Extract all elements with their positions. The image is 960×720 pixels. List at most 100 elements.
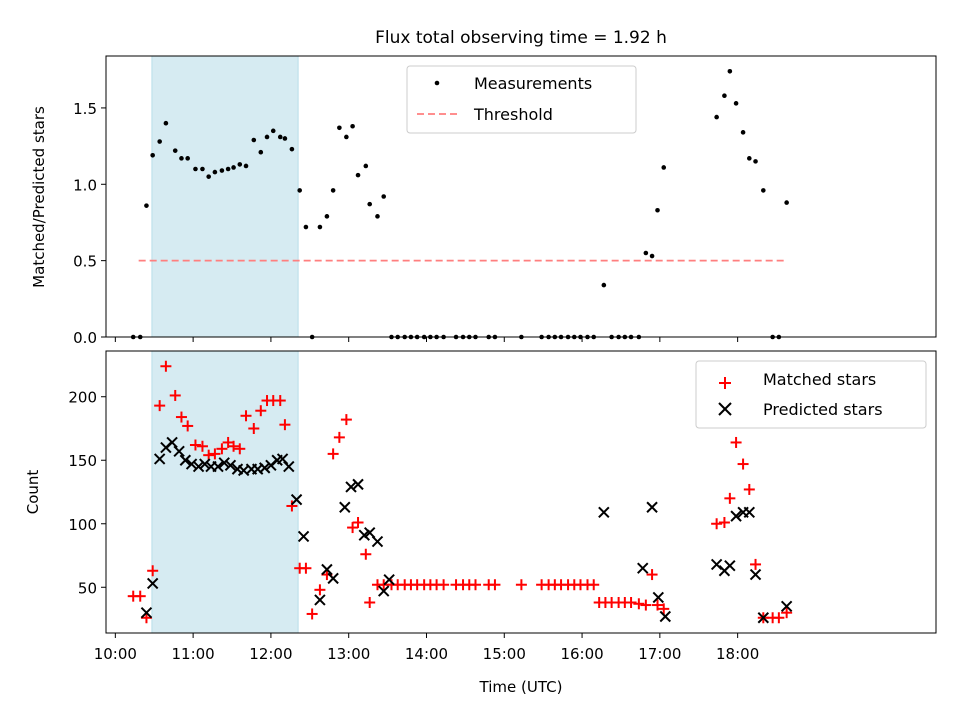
measurement-point bbox=[649, 253, 655, 259]
measurement-point bbox=[225, 166, 231, 172]
matched-star-point bbox=[147, 565, 159, 577]
predicted-stars-points bbox=[140, 436, 793, 624]
matched-star-point bbox=[274, 395, 286, 407]
matched-star-point bbox=[300, 562, 312, 574]
measurement-point bbox=[324, 214, 330, 219]
top-y-tick-label: 1.5 bbox=[73, 100, 97, 118]
top-y-ticks: 0.0 0.5 1.0 1.5 bbox=[73, 100, 106, 347]
measurement-point bbox=[753, 159, 758, 164]
x-tick-label: 11:00 bbox=[172, 645, 215, 663]
matched-star-point bbox=[625, 597, 637, 609]
bottom-y-axis-label: Count bbox=[24, 470, 42, 515]
measurement-point bbox=[219, 168, 225, 173]
predicted-star-point bbox=[352, 478, 364, 491]
predicted-star-point bbox=[598, 506, 610, 519]
matched-star-point bbox=[314, 584, 326, 596]
predicted-star-point bbox=[780, 600, 793, 613]
legend-matched-label: Matched stars bbox=[763, 370, 876, 389]
measurement-point bbox=[367, 201, 373, 207]
matched-star-point bbox=[724, 492, 736, 504]
measurement-point bbox=[200, 166, 205, 172]
measurement-point bbox=[375, 214, 380, 219]
legend-predicted-label: Predicted stars bbox=[763, 400, 883, 419]
measurement-point bbox=[601, 282, 607, 288]
bottom-highlight-span bbox=[151, 350, 299, 634]
matched-stars-points bbox=[127, 360, 793, 624]
bottom-y-tick-label: 150 bbox=[68, 452, 97, 470]
matched-star-point bbox=[360, 548, 372, 560]
x-tick-label: 18:00 bbox=[716, 645, 759, 663]
predicted-star-point bbox=[179, 454, 192, 466]
matched-star-point bbox=[658, 603, 670, 615]
matched-star-point bbox=[438, 579, 450, 591]
matched-star-point bbox=[718, 516, 730, 528]
predicted-star-point bbox=[652, 591, 665, 604]
measurement-point bbox=[747, 156, 752, 161]
matched-star-point bbox=[640, 599, 652, 611]
predicted-star-point bbox=[743, 506, 756, 519]
x-tick-label: 10:00 bbox=[94, 645, 137, 663]
measurement-point bbox=[661, 165, 667, 170]
matched-star-point bbox=[352, 516, 364, 528]
measurement-point bbox=[303, 224, 309, 230]
matched-star-point bbox=[209, 448, 221, 460]
matched-star-point bbox=[588, 579, 600, 591]
measurement-point bbox=[163, 120, 169, 126]
measurement-point bbox=[282, 136, 288, 141]
measurement-point bbox=[231, 165, 236, 170]
measurement-point bbox=[344, 134, 349, 140]
predicted-star-point bbox=[166, 436, 178, 449]
measurement-point bbox=[243, 163, 249, 169]
measurement-point bbox=[258, 149, 264, 155]
matched-star-point bbox=[196, 440, 208, 452]
predicted-star-point bbox=[757, 612, 770, 624]
measurement-point bbox=[727, 68, 733, 74]
chart-title: Flux total observing time = 1.92 h bbox=[375, 28, 667, 48]
measurement-point bbox=[355, 172, 361, 178]
measurement-point bbox=[722, 93, 727, 99]
predicted-star-point bbox=[199, 458, 211, 470]
predicted-star-point bbox=[646, 501, 658, 513]
bottom-panel: 50 100 150 200 10:00 11:00 12:00 13:00 14:00 15:… bbox=[24, 350, 937, 696]
matched-star-point bbox=[248, 422, 260, 434]
x-tick-label: 17:00 bbox=[638, 645, 681, 663]
measurement-point bbox=[150, 152, 155, 158]
matched-star-point bbox=[279, 419, 291, 431]
measurement-point bbox=[363, 163, 369, 169]
predicted-star-point bbox=[212, 460, 224, 473]
top-highlight-span bbox=[151, 55, 299, 338]
matched-star-point bbox=[652, 599, 664, 611]
matched-star-point bbox=[781, 607, 793, 619]
bottom-legend: Matched stars Predicted stars bbox=[695, 360, 927, 429]
bottom-x-ticks: 10:00 11:00 12:00 13:00 14:00 15:00 16:00 17:00… bbox=[94, 633, 759, 663]
predicted-star-point bbox=[224, 459, 237, 472]
legend-measurements-marker bbox=[434, 80, 440, 86]
legend-predicted-marker bbox=[718, 402, 732, 416]
predicted-star-point bbox=[192, 460, 205, 473]
top-x-ticks bbox=[114, 337, 739, 342]
matched-star-point bbox=[286, 500, 298, 512]
legend-measurements-label: Measurements bbox=[474, 74, 592, 93]
predicted-star-point bbox=[363, 526, 376, 539]
measurement-point bbox=[740, 130, 746, 135]
matched-star-point bbox=[327, 448, 339, 460]
measurement-point bbox=[297, 188, 302, 193]
matched-star-point bbox=[737, 458, 749, 470]
predicted-star-point bbox=[339, 501, 351, 513]
matched-star-point bbox=[773, 612, 785, 624]
measurement-point bbox=[185, 156, 190, 161]
matched-star-point bbox=[169, 389, 181, 401]
matched-star-point bbox=[160, 360, 172, 372]
measurement-point bbox=[144, 203, 149, 208]
predicted-star-point bbox=[283, 460, 295, 473]
measurement-point bbox=[714, 114, 719, 120]
predicted-star-point bbox=[185, 458, 198, 470]
matched-star-point bbox=[306, 608, 318, 620]
predicted-star-point bbox=[730, 510, 742, 522]
matched-star-point bbox=[347, 522, 359, 534]
matched-star-point bbox=[189, 439, 201, 451]
measurement-point bbox=[251, 137, 257, 143]
measurement-point bbox=[655, 207, 660, 213]
matched-star-point bbox=[469, 579, 481, 591]
measurement-point bbox=[317, 224, 323, 230]
